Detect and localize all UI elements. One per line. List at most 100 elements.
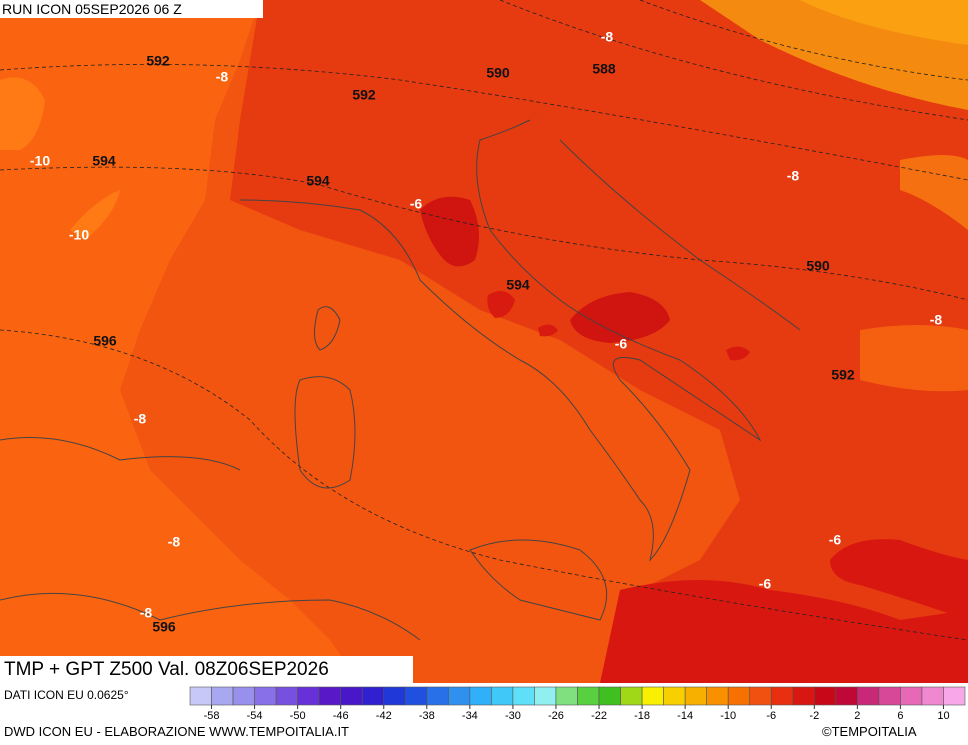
legend-tick-label: -42 bbox=[376, 710, 392, 722]
legend-swatch bbox=[598, 686, 621, 706]
coastlines bbox=[0, 119, 801, 641]
legend-swatch bbox=[361, 686, 385, 706]
legend-tick-label: -38 bbox=[419, 710, 435, 722]
legend-swatch bbox=[448, 686, 471, 706]
cold-spot bbox=[420, 196, 479, 267]
contour-label: 594 bbox=[506, 277, 530, 293]
legend-tick-label: -2 bbox=[809, 710, 819, 722]
legend-swatch bbox=[340, 686, 363, 706]
contour-label: -8 bbox=[140, 605, 153, 621]
warm-spot bbox=[860, 325, 968, 392]
legend-swatch bbox=[577, 686, 600, 706]
credit: DWD ICON EU - ELABORAZIONE WWW.TEMPOITAL… bbox=[4, 724, 349, 739]
legend-tick-label: -18 bbox=[634, 710, 650, 722]
legend-tick-label: -50 bbox=[290, 710, 306, 722]
legend-swatch bbox=[297, 686, 320, 706]
legend-swatch bbox=[943, 686, 966, 706]
legend-swatch bbox=[878, 686, 901, 706]
contour-label: 588 bbox=[592, 61, 616, 77]
legend-tick-label: -10 bbox=[720, 710, 736, 722]
legend-swatch bbox=[555, 686, 578, 706]
legend-tick-label: 10 bbox=[937, 710, 949, 722]
contour-label: 592 bbox=[146, 53, 170, 69]
warm-spot bbox=[0, 77, 45, 150]
legend-swatch bbox=[404, 686, 428, 706]
legend-tick-label: -54 bbox=[247, 710, 263, 722]
contour-label: -6 bbox=[410, 196, 423, 212]
legend-tick-label: -34 bbox=[462, 710, 478, 722]
legend-swatch bbox=[749, 686, 772, 706]
data-source: DATI ICON EU 0.0625° bbox=[4, 688, 129, 702]
legend-swatch bbox=[211, 686, 234, 706]
field-center bbox=[230, 0, 968, 683]
contour-label: -6 bbox=[759, 576, 772, 592]
contour-label: 594 bbox=[306, 173, 330, 189]
isohypses bbox=[0, 0, 968, 641]
color-legend: -58 -54 -50 -46 -42 -38 -34 -30 -26 -22 -18 -14 -10-… bbox=[189, 686, 966, 722]
legend-swatch bbox=[641, 686, 664, 706]
contour-label: -8 bbox=[930, 312, 943, 328]
legend-tick-label: -58 bbox=[204, 710, 220, 722]
legend-swatch bbox=[792, 686, 815, 706]
contour-label: 590 bbox=[486, 65, 510, 81]
legend-swatch bbox=[491, 686, 514, 706]
warm-field-west bbox=[0, 0, 360, 683]
contour-label: -8 bbox=[134, 411, 147, 427]
legend-swatch bbox=[835, 686, 858, 706]
contour-label: 596 bbox=[152, 619, 176, 635]
legend-swatch bbox=[900, 686, 923, 706]
legend-tick-label: -6 bbox=[766, 710, 776, 722]
legend-swatch bbox=[814, 686, 837, 706]
warm-field-north-east bbox=[760, 0, 968, 45]
legend-swatch bbox=[189, 686, 212, 706]
cold-field-south bbox=[600, 580, 968, 683]
legend-tick-label: -22 bbox=[591, 710, 607, 722]
legend-tick-label: -30 bbox=[505, 710, 521, 722]
contour-labels: 592 -8 592 590 588 -8 -10 594 594 -6 -8 -10 594 590 59… bbox=[30, 29, 943, 635]
contour-label: -8 bbox=[216, 69, 229, 85]
cold-spot bbox=[487, 291, 515, 318]
legend-swatch bbox=[254, 686, 277, 706]
contour-label: 594 bbox=[92, 153, 116, 169]
warm-spot bbox=[900, 155, 968, 230]
run-label: RUN ICON 05SEP2026 06 Z bbox=[0, 0, 263, 18]
legend-swatch bbox=[512, 686, 535, 706]
legend-tick-label: -46 bbox=[333, 710, 349, 722]
map: 592 -8 592 590 588 -8 -10 594 594 -6 -8 -10 594 590 59… bbox=[0, 0, 968, 683]
legend-tick-label: 6 bbox=[897, 710, 903, 722]
legend-swatch bbox=[275, 686, 298, 706]
cold-field-south-east bbox=[830, 539, 968, 620]
legend-swatch bbox=[620, 686, 643, 706]
contour-label: 590 bbox=[806, 258, 830, 274]
contour-label: -8 bbox=[787, 168, 800, 184]
legend-tick-label: 2 bbox=[854, 710, 860, 722]
contour-label: -6 bbox=[829, 532, 842, 548]
legend-swatch bbox=[684, 686, 707, 706]
legend-tick-label: -14 bbox=[677, 710, 693, 722]
legend-swatch bbox=[857, 686, 880, 706]
contour-label: -8 bbox=[601, 29, 614, 45]
legend-tick-label: -26 bbox=[548, 710, 564, 722]
contour-label: -8 bbox=[168, 534, 181, 550]
cold-spot bbox=[570, 292, 670, 343]
cold-spot bbox=[538, 324, 558, 337]
contour-label: -10 bbox=[69, 227, 89, 243]
warm-spot bbox=[70, 190, 120, 240]
legend-swatch bbox=[770, 686, 794, 706]
legend-swatch bbox=[534, 686, 557, 706]
legend-swatch bbox=[663, 686, 686, 706]
contour-label: -10 bbox=[30, 153, 50, 169]
contour-label: 596 bbox=[93, 333, 117, 349]
copyright: ©TEMPOITALIA bbox=[822, 724, 917, 739]
legend-swatch bbox=[727, 686, 751, 706]
legend-swatch bbox=[426, 686, 449, 706]
legend-swatch bbox=[706, 686, 729, 706]
map-title: TMP + GPT Z500 Val. 08Z06SEP2026 bbox=[0, 656, 413, 683]
cold-spot bbox=[726, 346, 750, 361]
legend-swatch bbox=[469, 686, 492, 706]
legend-swatch bbox=[232, 686, 255, 706]
legend-swatch bbox=[383, 686, 406, 706]
contour-label: -6 bbox=[615, 336, 628, 352]
legend-swatch bbox=[921, 686, 944, 706]
